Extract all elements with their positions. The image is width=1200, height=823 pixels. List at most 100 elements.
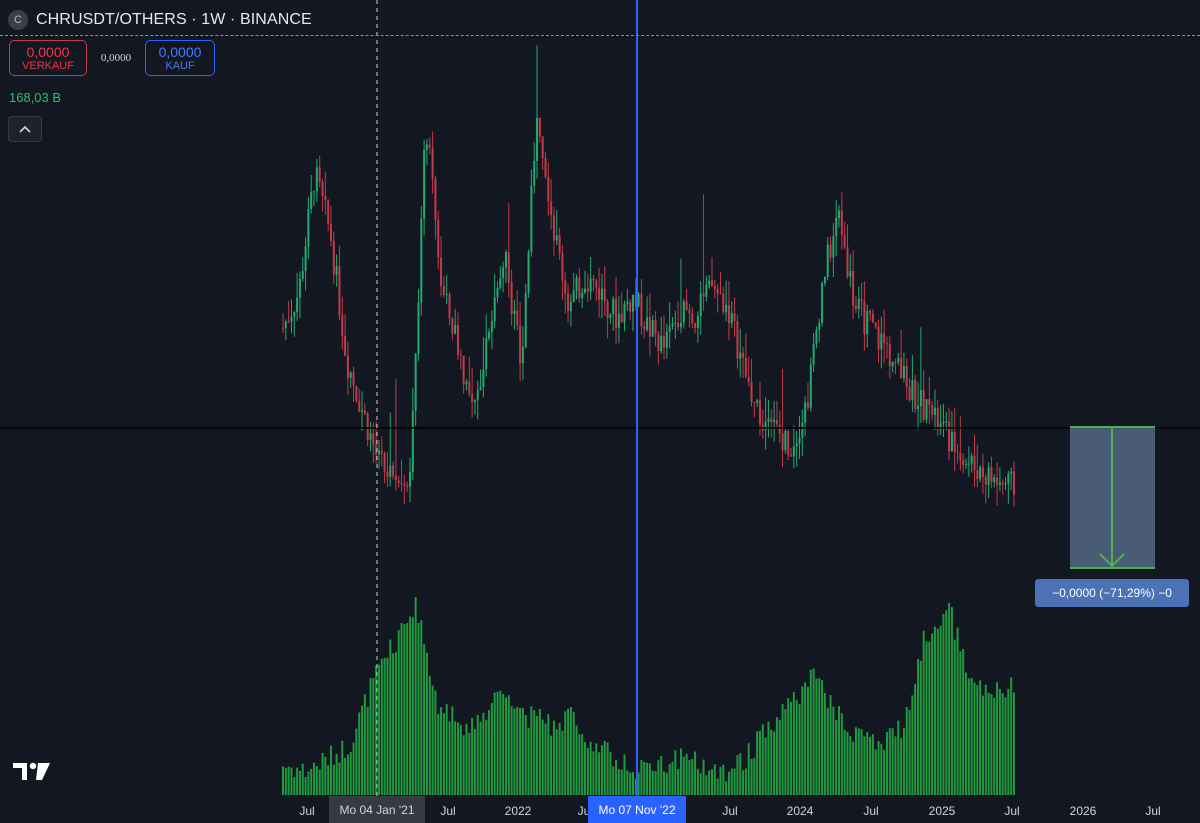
candle-body <box>685 301 688 310</box>
volume-bar <box>536 715 539 795</box>
candle-body <box>516 310 519 326</box>
candle-body <box>536 117 539 161</box>
volume-bar <box>815 678 818 795</box>
x-tick: 2025 <box>928 804 956 818</box>
candle-body <box>679 322 682 328</box>
volume-bar <box>629 772 632 795</box>
candle-body <box>922 389 925 420</box>
volume-bar <box>744 768 747 795</box>
volume-bar <box>394 652 397 795</box>
volume-bar <box>327 765 330 795</box>
candle-body <box>832 236 835 258</box>
volume-bar <box>925 641 928 795</box>
volume-bar <box>521 708 524 795</box>
volume-bar <box>801 686 804 795</box>
candle-body <box>380 450 383 454</box>
volume-bar <box>696 768 699 795</box>
candle-body <box>609 314 612 318</box>
volume-bar <box>434 690 437 795</box>
volume-bar <box>425 652 428 795</box>
candle-body <box>375 444 378 455</box>
volume-bar <box>307 771 310 795</box>
volume-bar <box>663 771 666 795</box>
x-tick: Jul <box>1145 804 1161 818</box>
volume-bar <box>823 692 826 795</box>
volume-bar <box>1010 677 1013 795</box>
buy-button[interactable]: 0,0000 KAUF <box>145 40 215 76</box>
volume-bar <box>778 719 781 795</box>
volume-bar <box>352 742 355 795</box>
volume-bar <box>767 721 770 795</box>
volume-bar <box>519 708 522 795</box>
candle-body <box>871 313 874 323</box>
candle-body <box>499 277 502 288</box>
candle-body <box>948 421 951 452</box>
volume-bar <box>620 769 623 795</box>
candle-body <box>914 380 917 410</box>
volume-bar <box>773 731 776 795</box>
candle-body <box>959 452 962 460</box>
time-axis[interactable]: Jul Jul 2022 Ju Jul 2024 Jul 2025 Jul 20… <box>0 796 1200 823</box>
candle-body <box>403 483 406 486</box>
volume-bar <box>809 669 812 795</box>
candle-body <box>547 176 550 202</box>
candle-body <box>349 372 352 378</box>
candle-body <box>677 322 680 328</box>
tradingview-logo-icon[interactable] <box>13 760 51 782</box>
volume-bar <box>654 771 657 795</box>
volume-bar <box>843 729 846 795</box>
volume-bar <box>852 741 855 795</box>
chart-title[interactable]: CHRUSDT/OTHERS · 1W · BINANCE <box>36 11 312 28</box>
volume-bar <box>569 706 572 795</box>
candle-body <box>420 218 423 303</box>
volume-bar <box>1013 692 1015 795</box>
volume-bar <box>516 707 519 795</box>
x-tick: Ju <box>577 804 591 818</box>
chart-header: C CHRUSDT/OTHERS · 1W · BINANCE <box>8 8 312 32</box>
candle-body <box>313 191 316 193</box>
candle-body <box>324 195 327 200</box>
candle-body <box>586 288 589 292</box>
volume-bar <box>727 771 730 795</box>
candle-body <box>770 418 773 422</box>
volume-bar <box>950 607 953 795</box>
volume-bar <box>880 743 883 795</box>
candle-body <box>298 278 301 298</box>
volume-bar <box>431 685 434 795</box>
volume-bar <box>581 734 584 795</box>
candle-body <box>727 305 730 324</box>
candle-body <box>902 365 905 379</box>
candle-body <box>1004 483 1007 485</box>
candle-body <box>307 208 310 247</box>
volume-bar <box>922 630 925 795</box>
candle-body <box>493 297 496 321</box>
candle-body <box>589 278 592 292</box>
volume-bar <box>468 732 471 795</box>
candle-body <box>758 400 761 425</box>
candle-body <box>885 343 888 345</box>
volume-bar <box>719 766 722 795</box>
buy-price: 0,0000 <box>158 43 202 60</box>
volume-bar <box>883 749 886 795</box>
volume-bar <box>335 753 338 795</box>
sell-button[interactable]: 0,0000 VERKAUF <box>9 40 87 76</box>
crosshair-time-label: Mo 04 Jan '21 <box>329 796 425 823</box>
collapse-button[interactable] <box>8 116 42 142</box>
volume-bar <box>996 682 999 795</box>
volume-bar <box>346 754 349 795</box>
volume-bar <box>538 708 541 795</box>
volume-bar <box>871 734 874 795</box>
candle-body <box>290 316 293 322</box>
candle-body <box>967 463 970 465</box>
volume-bar <box>646 762 649 795</box>
volume-bar <box>507 695 510 795</box>
candle-body <box>764 421 767 431</box>
candle-body <box>564 280 567 294</box>
candle-body <box>541 136 544 159</box>
volume-bar <box>612 766 615 795</box>
x-tick: 2022 <box>504 804 532 818</box>
sell-label: VERKAUF <box>22 59 74 72</box>
volume-bar <box>476 714 479 795</box>
candle-body <box>623 303 626 323</box>
